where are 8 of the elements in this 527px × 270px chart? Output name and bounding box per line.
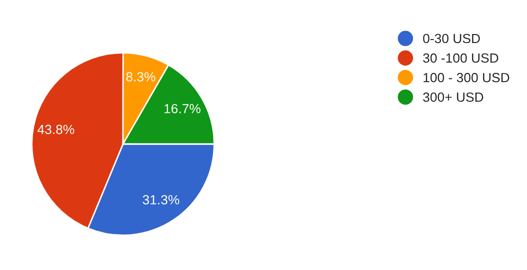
legend-label: 300+ USD xyxy=(423,92,484,102)
data-label: 16.7% xyxy=(164,104,200,114)
legend-label: 30 -100 USD xyxy=(423,53,498,63)
data-label: 8.3% xyxy=(126,72,156,82)
legend-label: 100 - 300 USD xyxy=(424,72,510,82)
data-label: 31.3% xyxy=(142,195,180,204)
data-label: 43.8% xyxy=(38,124,74,134)
legend-label: 0-30 USD xyxy=(423,34,480,44)
